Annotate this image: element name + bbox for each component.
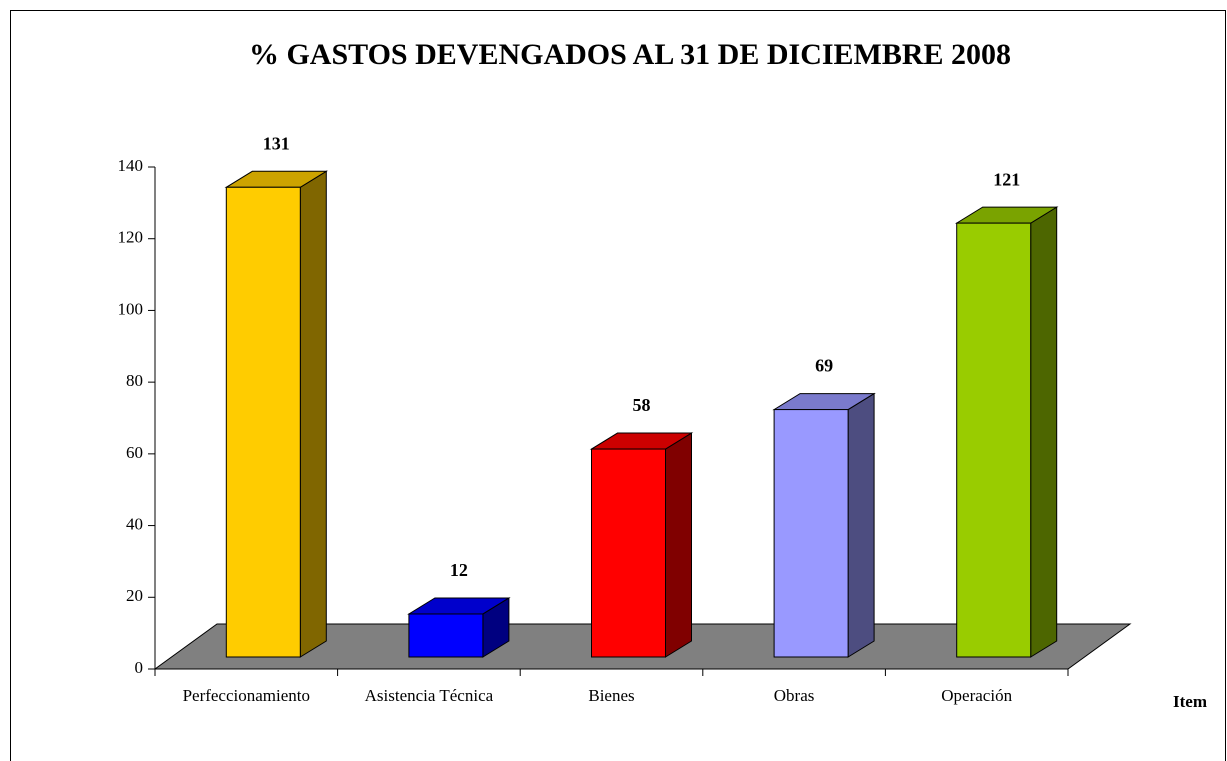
y-tick-label: 20 [126, 586, 143, 605]
value-label: 121 [993, 169, 1020, 189]
y-tick-label: 40 [126, 514, 143, 533]
value-label: 12 [450, 560, 468, 580]
y-tick-label: 140 [118, 156, 144, 175]
bar-side [665, 432, 692, 658]
bar-side [299, 170, 327, 658]
value-label: 131 [263, 133, 290, 153]
y-tick-label: 100 [118, 299, 144, 318]
bar [225, 186, 301, 658]
x-tick-label: Perfeccionamiento [183, 686, 310, 705]
y-tick-label: 80 [126, 371, 143, 390]
value-label: 69 [815, 356, 833, 376]
y-tick-label: 120 [118, 228, 144, 247]
x-tick-label: Asistencia Técnica [365, 686, 494, 705]
bar [956, 222, 1032, 658]
x-tick-label: Obras [774, 686, 815, 705]
y-tick-label: 60 [126, 443, 143, 462]
chart-title: % GASTOS DEVENGADOS AL 31 DE DICIEMBRE 2… [249, 38, 1011, 71]
x-tick-label: Bienes [588, 686, 634, 705]
frame [10, 10, 1226, 761]
bar-side [1030, 206, 1058, 658]
x-tick-label: Operación [941, 686, 1012, 705]
bar [591, 448, 666, 658]
bar-side [847, 392, 875, 658]
x-axis-label: Item [1173, 692, 1207, 711]
bar [773, 409, 849, 658]
bar [408, 613, 484, 658]
value-label: 58 [633, 395, 651, 415]
y-tick-label: 0 [135, 658, 144, 677]
